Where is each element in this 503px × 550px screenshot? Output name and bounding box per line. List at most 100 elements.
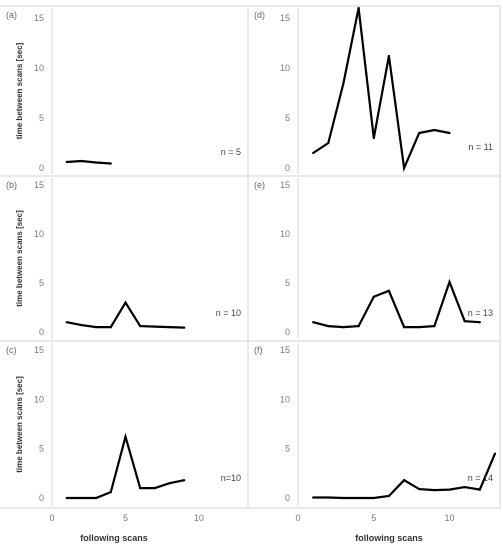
- x-axis-label-left: following scans: [80, 533, 148, 543]
- data-point: [109, 162, 112, 165]
- data-point: [448, 131, 451, 135]
- y-tick-label: 5: [285, 444, 290, 454]
- data-point: [418, 488, 421, 491]
- data-point: [312, 321, 315, 324]
- y-tick-label: 0: [285, 493, 290, 503]
- data-point: [433, 489, 436, 492]
- data-point: [80, 496, 83, 500]
- data-point: [342, 326, 345, 329]
- data-point: [478, 488, 481, 491]
- chart-panel: 0 5 10 15 (a) time between scans [sec] n = 5: [6, 8, 241, 174]
- data-point: [402, 479, 406, 482]
- y-tick-label: 0: [285, 327, 290, 337]
- data-point: [80, 324, 83, 327]
- data-point: [357, 6, 360, 10]
- y-tick-label: 10: [34, 394, 44, 404]
- data-point: [65, 496, 68, 500]
- panels: 0 5 10 15 (a) time between scans [sec] n = 5 0 5…: [0, 5, 501, 523]
- data-point: [94, 496, 98, 500]
- data-point: [448, 488, 451, 491]
- y-tick-label: 10: [280, 63, 290, 73]
- y-tick-label: 15: [34, 345, 44, 355]
- data-point: [312, 151, 315, 155]
- y-axis-title: time between scans [sec]: [15, 210, 24, 307]
- y-tick-label: 5: [39, 113, 44, 123]
- sample-size-annotation: n = 5: [221, 147, 241, 157]
- data-point: [139, 325, 142, 328]
- y-axis-title: time between scans [sec]: [15, 42, 24, 139]
- y-axis-title: time between scans [sec]: [15, 376, 24, 473]
- data-point: [448, 280, 451, 284]
- data-point: [168, 482, 171, 485]
- y-tick-label: 0: [39, 493, 44, 503]
- data-point: [493, 452, 497, 455]
- panel-label: (f): [254, 345, 263, 355]
- data-point: [153, 325, 156, 328]
- chart-panel: 0 5 10 15 (b) time between scans [sec] n = 10: [6, 178, 241, 339]
- data-point: [433, 325, 436, 328]
- series-line: [66, 432, 185, 500]
- data-point: [153, 487, 156, 490]
- y-tick-label: 5: [285, 113, 290, 123]
- x-tick-label: 10: [194, 513, 204, 523]
- data-point: [418, 326, 421, 329]
- data-point: [124, 435, 127, 438]
- data-point: [463, 486, 466, 489]
- sample-size-annotation: n = 11: [468, 142, 493, 152]
- y-tick-label: 0: [39, 327, 44, 337]
- data-point: [65, 160, 68, 164]
- y-tick-label: 10: [280, 229, 290, 239]
- data-point: [463, 320, 466, 323]
- data-point: [109, 326, 112, 329]
- y-tick-label: 15: [34, 13, 44, 23]
- x-tick-label: 10: [445, 513, 455, 523]
- sample-size-annotation: n=10: [221, 473, 241, 483]
- series-line: [312, 278, 480, 329]
- panel-label: (a): [6, 10, 17, 20]
- data-point: [372, 496, 375, 500]
- chart-panel: 0 5 10 15 0 5 10 (c) time between scans [sec] n=1…: [6, 343, 241, 523]
- sample-size-annotation: n = 14: [468, 473, 493, 483]
- data-point: [94, 161, 98, 164]
- data-point: [342, 81, 345, 85]
- data-point: [327, 141, 330, 145]
- y-tick-label: 5: [39, 444, 44, 454]
- x-tick-label: 5: [123, 513, 128, 523]
- panel-label: (b): [6, 180, 17, 190]
- data-point: [433, 128, 436, 132]
- data-point: [387, 289, 391, 292]
- data-point: [65, 321, 68, 324]
- panel-label: (e): [254, 180, 265, 190]
- data-point: [327, 496, 330, 499]
- series-line: [66, 300, 185, 329]
- chart-panel: 0 5 10 15 0 5 10 (f) n = 14: [254, 343, 497, 523]
- y-tick-label: 15: [280, 345, 290, 355]
- data-point: [183, 326, 186, 329]
- data-point: [372, 136, 375, 140]
- y-tick-label: 0: [285, 163, 290, 173]
- data-point: [94, 326, 98, 329]
- data-point: [387, 494, 391, 498]
- data-point: [183, 479, 186, 482]
- data-point: [124, 301, 127, 304]
- y-tick-label: 5: [39, 278, 44, 288]
- data-point: [387, 54, 391, 58]
- y-tick-label: 0: [39, 163, 44, 173]
- data-point: [342, 496, 345, 500]
- chart-panel: 0 5 10 15 (d) n = 11: [254, 6, 493, 174]
- data-point: [109, 490, 112, 494]
- data-point: [80, 159, 83, 163]
- x-axis-label-right: following scans: [355, 533, 423, 543]
- y-tick-label: 15: [34, 180, 44, 190]
- x-tick-label: 0: [49, 513, 54, 523]
- sample-size-annotation: n = 13: [468, 308, 493, 318]
- data-point: [357, 496, 360, 500]
- series-line: [312, 7, 450, 173]
- data-point: [478, 321, 481, 324]
- data-point: [372, 295, 375, 298]
- data-point: [418, 131, 421, 135]
- data-point: [357, 325, 360, 328]
- y-tick-label: 5: [285, 278, 290, 288]
- y-tick-label: 15: [280, 13, 290, 23]
- data-point: [139, 487, 142, 490]
